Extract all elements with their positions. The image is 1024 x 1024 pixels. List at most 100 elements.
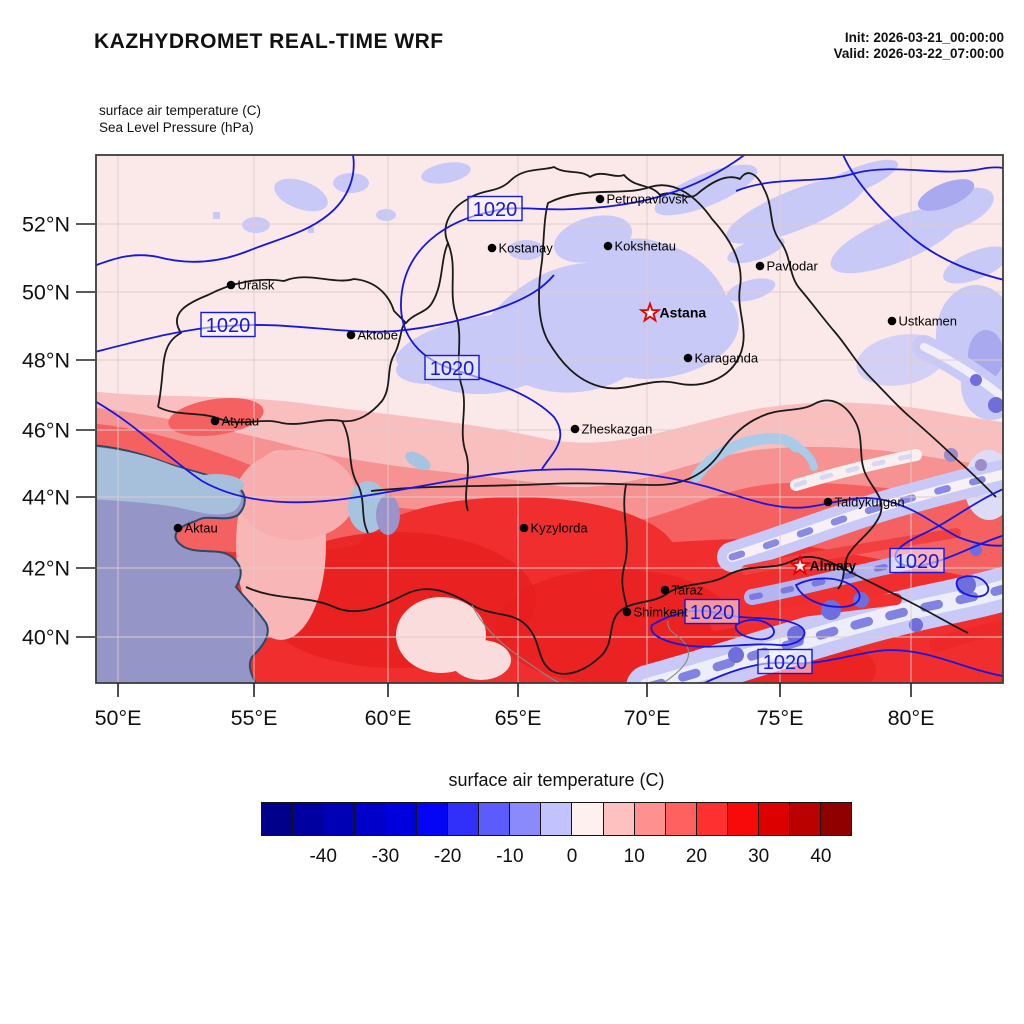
city-marker-kokshetau: Kokshetau <box>603 239 676 254</box>
city-dot-icon <box>823 497 833 507</box>
colorbar-title: surface air temperature (C) <box>448 770 665 790</box>
pressure-labels-layer: 1020 1020 1020 1020 1020 1020 <box>200 195 945 675</box>
city-label: Kokshetau <box>615 239 676 254</box>
capital-star-icon <box>638 300 662 323</box>
colorbar-tick-label: 20 <box>685 846 708 867</box>
colorbar-segment <box>540 802 573 836</box>
lake-balkhash <box>690 433 802 483</box>
pressure-label-1020: 1020 <box>424 354 480 381</box>
page-title: KAZHYDROMET REAL-TIME WRF <box>94 30 444 53</box>
city-marker-taldykurgan: Taldykurgan <box>823 495 905 510</box>
city-dot-icon <box>210 416 220 426</box>
city-dot-icon <box>755 261 765 271</box>
colorbar-segment <box>757 802 790 836</box>
graticule-layer <box>96 155 1003 683</box>
colorbar-segment <box>695 802 728 836</box>
colorbar-tick-label: 0 <box>566 846 578 867</box>
colorbar-tick-label: 30 <box>748 846 770 867</box>
field-title-pressure: Sea Level Pressure (hPa) <box>99 120 254 135</box>
city-dot-icon <box>173 523 183 533</box>
city-marker-zheskazgan: Zheskazgan <box>570 422 652 437</box>
colorbar-tick-label: -10 <box>496 846 524 867</box>
colorbar-segment <box>261 802 294 836</box>
pressure-value: 1020 <box>473 199 518 221</box>
colorbar-tick-label: -40 <box>309 846 337 867</box>
city-marker-shimkent: Shimkent <box>622 605 689 620</box>
pressure-label-1020: 1020 <box>467 195 523 222</box>
pressure-value: 1020 <box>690 602 735 624</box>
city-label: Aktobe <box>358 328 398 343</box>
colorbar-segment <box>323 802 356 836</box>
city-marker-aktau: Aktau <box>173 521 218 536</box>
city-label: Shimkent <box>634 605 689 620</box>
city-marker-almaty: Almaty <box>788 553 857 576</box>
pressure-label-1020: 1020 <box>889 547 945 574</box>
city-marker-kyzylorda: Kyzylorda <box>519 521 588 536</box>
map-frame-group: 1020 1020 1020 1020 1020 1020 Petropavlovsk Ko… <box>95 154 1004 684</box>
colorbar-segment <box>385 802 418 836</box>
lat-axis-label: 46°N <box>22 419 70 443</box>
colorbar-tick-label: -30 <box>371 846 400 867</box>
city-marker-kostanay: Kostanay <box>487 241 554 256</box>
pressure-value: 1020 <box>895 551 940 573</box>
map-frame <box>95 154 1004 684</box>
city-marker-astana: Astana <box>638 300 706 323</box>
city-marker-atyrau: Atyrau <box>210 414 260 429</box>
city-label: Aktau <box>185 521 218 536</box>
colorbar-segment <box>788 802 821 836</box>
city-dot-icon <box>570 424 580 434</box>
colorbar-segment <box>819 802 852 836</box>
colorbar <box>261 802 852 836</box>
city-label: Pavlodar <box>767 259 819 274</box>
city-marker-aktobe: Aktobe <box>346 328 398 343</box>
city-label: Taldykurgan <box>835 495 905 510</box>
colorbar-segment <box>509 802 542 836</box>
lon-axis-label: 55°E <box>231 706 278 730</box>
colorbar-segment <box>602 802 635 836</box>
cities-layer: Petropavlovsk Kostanay Kokshetau Pavlodar Ur… <box>173 192 957 620</box>
pressure-value: 1020 <box>763 652 808 674</box>
lat-axis-label: 48°N <box>22 349 70 373</box>
city-label: Atyrau <box>222 414 260 429</box>
lon-axis-label: 50°E <box>95 706 142 730</box>
city-dot-icon <box>660 585 670 595</box>
city-label: Kostanay <box>499 241 554 256</box>
valid-time: Valid: 2026-03-22_07:00:00 <box>833 46 1004 61</box>
field-title-temperature: surface air temperature (C) <box>99 103 262 118</box>
city-marker-petropavlovsk: Petropavlovsk <box>595 192 689 207</box>
axes-layer: 52°N 50°N 48°N 46°N 44°N 42°N 40°N 50°E 55°E 60°E… <box>22 213 934 731</box>
city-label: Karaganda <box>695 351 759 366</box>
lon-axis-label: 80°E <box>888 706 935 730</box>
city-marker-taraz: Taraz <box>660 583 704 598</box>
colorbar-segment <box>447 802 480 836</box>
city-marker-pavlodar: Pavlodar <box>755 259 819 274</box>
colorbar-tick-label: 40 <box>810 846 832 867</box>
colorbar-segment <box>633 802 666 836</box>
lat-axis-label: 52°N <box>22 213 70 237</box>
colorbar-segment <box>726 802 759 836</box>
lat-axis-label: 50°N <box>22 281 70 305</box>
colorbar-segment <box>571 802 604 836</box>
city-label: Almaty <box>810 558 857 574</box>
mountain-texture-layer <box>626 335 1003 683</box>
pressure-value: 1020 <box>430 358 475 380</box>
lon-axis-label: 65°E <box>495 706 542 730</box>
city-marker-uralsk: Uralsk <box>226 278 275 293</box>
city-dot-icon <box>603 241 613 251</box>
city-dot-icon <box>595 194 605 204</box>
lat-axis-label: 44°N <box>22 486 70 510</box>
lon-axis-label: 75°E <box>757 706 804 730</box>
pressure-label-1020: 1020 <box>200 311 256 338</box>
city-dot-icon <box>887 316 897 326</box>
pressure-label-1020: 1020 <box>757 648 813 675</box>
colorbar-segment <box>416 802 449 836</box>
lon-axis-label: 70°E <box>624 706 671 730</box>
city-marker-ustkamen: Ustkamen <box>887 314 957 329</box>
city-dot-icon <box>683 353 693 363</box>
pressure-value: 1020 <box>206 315 251 337</box>
city-dot-icon <box>226 280 236 290</box>
city-label: Uralsk <box>238 278 275 293</box>
city-label: Taraz <box>672 583 704 598</box>
init-time: Init: 2026-03-21_00:00:00 <box>844 30 1004 45</box>
